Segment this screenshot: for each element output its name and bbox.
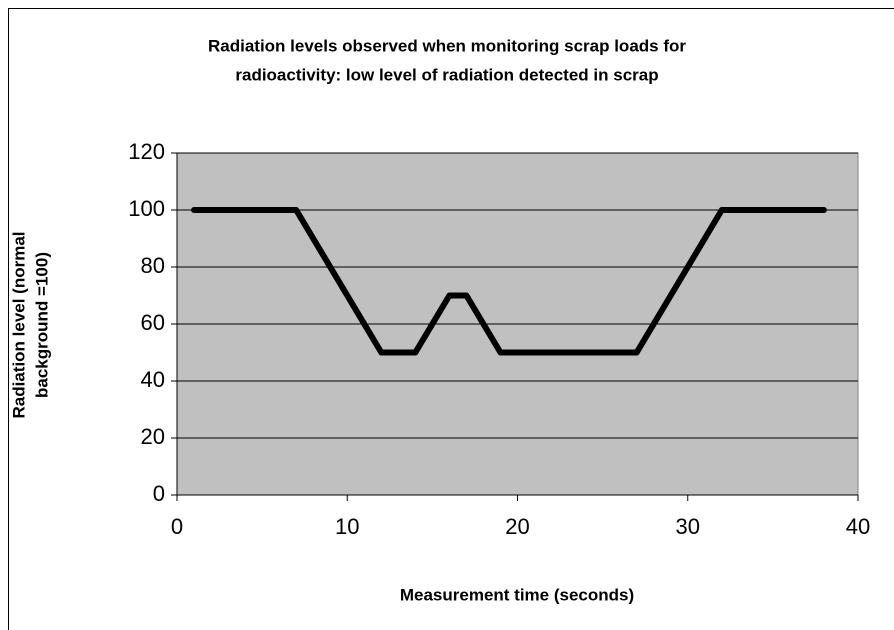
y-tick-label: 120 bbox=[128, 139, 165, 164]
y-tick-label: 40 bbox=[141, 367, 165, 392]
y-axis-title: Radiation level (normal bbox=[9, 231, 28, 418]
y-tick-label: 20 bbox=[141, 424, 165, 449]
x-tick-label: 40 bbox=[846, 514, 870, 539]
x-tick-label: 0 bbox=[171, 514, 183, 539]
x-tick-label: 20 bbox=[505, 514, 529, 539]
y-tick-label: 60 bbox=[141, 310, 165, 335]
x-tick-label: 10 bbox=[335, 514, 359, 539]
y-tick-label: 0 bbox=[153, 481, 165, 506]
data-line bbox=[191, 207, 827, 356]
y-axis-title: background =100) bbox=[32, 252, 51, 398]
chart-title: radioactivity: low level of radiation de… bbox=[235, 65, 658, 84]
chart-title: Radiation levels observed when monitorin… bbox=[208, 36, 686, 55]
x-tick-label: 30 bbox=[676, 514, 700, 539]
y-tick-label: 100 bbox=[128, 196, 165, 221]
y-tick-label: 80 bbox=[141, 253, 165, 278]
x-axis-title: Measurement time (seconds) bbox=[400, 585, 634, 604]
